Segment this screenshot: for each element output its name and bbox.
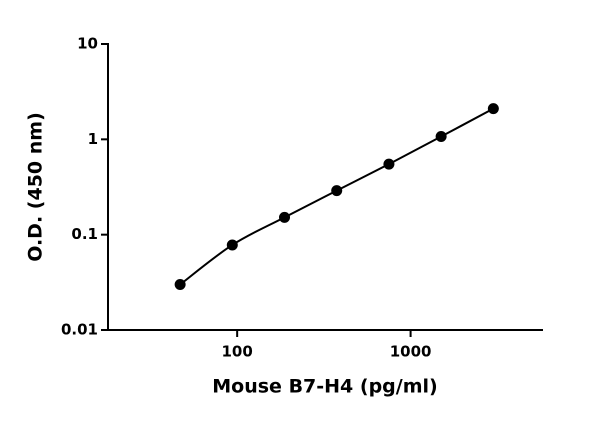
- x-tick-label: 1000: [390, 343, 432, 361]
- y-tick-label: 10: [77, 35, 98, 53]
- data-point: [487, 103, 499, 115]
- y-tick-label: 0.01: [61, 321, 98, 339]
- y-tick-label: 1: [88, 130, 98, 148]
- x-axis-label: Mouse B7-H4 (pg/ml): [212, 376, 437, 398]
- data-point: [383, 158, 395, 170]
- data-point: [174, 279, 186, 291]
- y-tick-label: 0.1: [71, 225, 98, 243]
- data-point: [435, 131, 447, 143]
- data-point: [279, 211, 291, 223]
- data-point: [331, 185, 343, 197]
- y-axis-label: O.D. (450 nm): [25, 112, 47, 262]
- data-point: [226, 239, 238, 251]
- x-tick-label: 100: [222, 343, 253, 361]
